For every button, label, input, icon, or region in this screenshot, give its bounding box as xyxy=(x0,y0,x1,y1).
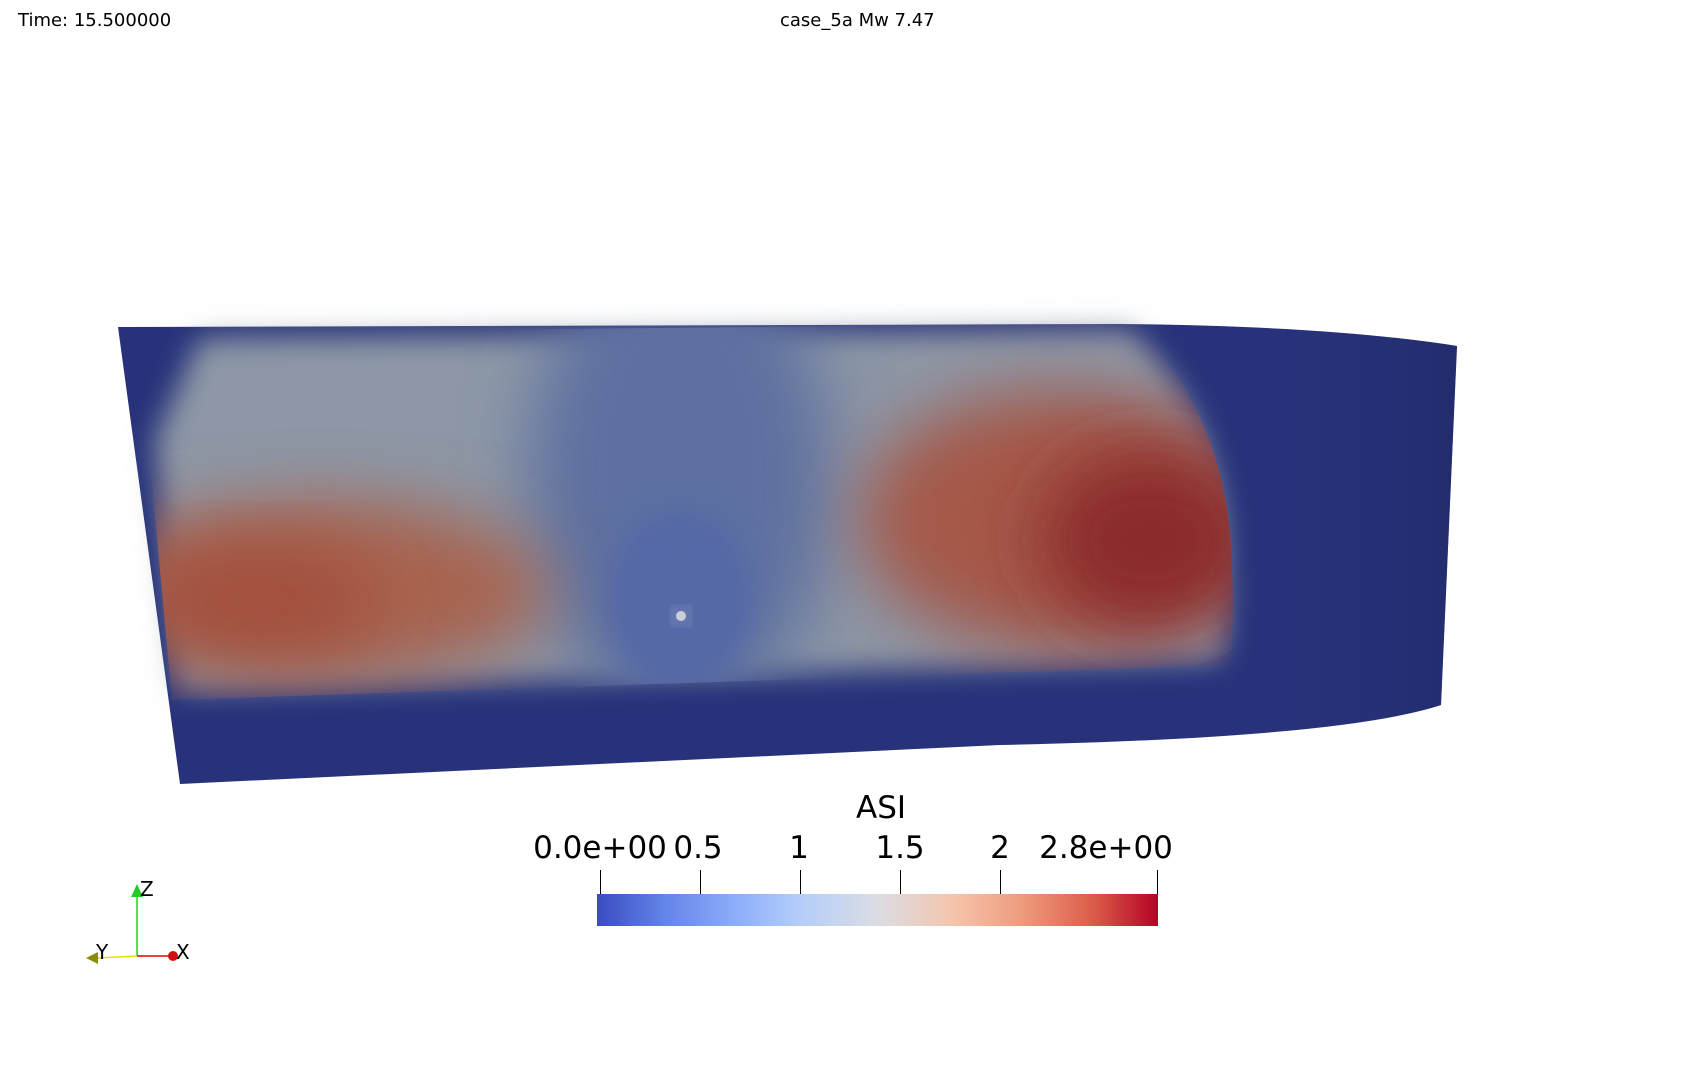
colorbar xyxy=(597,894,1158,926)
z-axis-arrow-icon xyxy=(131,884,143,897)
colorbar-tick-mark xyxy=(600,870,601,896)
colorbar-tick-mark xyxy=(1000,870,1001,896)
colorbar-tick-label: 0.0e+00 xyxy=(533,830,667,866)
view-title: case_5a Mw 7.47 xyxy=(780,10,935,31)
y-axis-arrow-icon xyxy=(86,952,98,964)
colorbar-tick-label: 0.5 xyxy=(673,830,723,866)
time-label: Time: 15.500000 xyxy=(18,10,172,31)
colorbar-tick-label: 1 xyxy=(789,830,809,866)
colorbar-title: ASI xyxy=(856,790,907,826)
colorbar-tick-mark xyxy=(700,870,701,896)
x-axis-arrow-icon xyxy=(168,951,178,961)
orientation-axes xyxy=(86,884,178,964)
colorbar-tick-mark xyxy=(800,870,801,896)
colorbar-tick-label: 2.8e+00 xyxy=(1039,830,1173,866)
z-axis-label: Z xyxy=(140,877,154,901)
colorbar-tick-label: 2 xyxy=(990,830,1010,866)
colorbar-tick-label: 1.5 xyxy=(875,830,925,866)
colorbar-tick-mark xyxy=(1157,870,1158,896)
rupture-zone xyxy=(148,324,1234,700)
colorbar-tick-mark xyxy=(900,870,901,896)
x-axis-label: X xyxy=(176,940,190,964)
y-axis-label: Y xyxy=(96,940,109,964)
